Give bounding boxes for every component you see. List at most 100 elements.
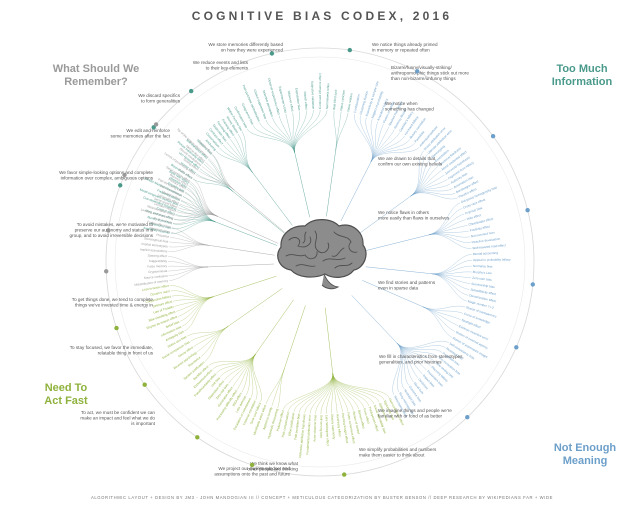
- bias-label: Stereotypical bias: [144, 236, 169, 243]
- bias-branch: [181, 200, 218, 217]
- quadrant-label: Not Enough Meaning: [554, 442, 617, 467]
- bias-branch: [370, 146, 420, 163]
- statement-dot: [415, 69, 420, 74]
- bias-label: Conjunction fallacy: [145, 294, 172, 304]
- category-statement: We edit and reinforce some memories after…: [111, 128, 171, 139]
- bias-label: Peltzman effect: [276, 410, 285, 432]
- outer-ring: [105, 47, 535, 477]
- bias-label: Murphy's Law: [473, 270, 493, 275]
- bias-branch: [431, 265, 472, 275]
- bias-branch: [410, 192, 458, 200]
- statement-trunk: [364, 234, 429, 252]
- bias-branch: [365, 117, 374, 163]
- bias-branch: [187, 326, 229, 337]
- bias-branch: [431, 273, 467, 302]
- bias-branch: [198, 170, 235, 191]
- bias-branch: [180, 296, 214, 322]
- bias-label: Appeal to probability fallacy: [473, 258, 511, 262]
- bias-branch: [277, 368, 285, 409]
- bias-branch: [237, 133, 253, 173]
- brain-icon: [277, 219, 367, 290]
- bias-label: Naive cynicism: [339, 89, 346, 110]
- category-statement: Bizarre/funny/visually-striking/anthropo…: [391, 65, 469, 81]
- bias-label: Ostrich effect: [303, 91, 309, 110]
- bias-branch: [370, 121, 379, 163]
- bias-branch: [174, 214, 218, 221]
- category-statement: We imagine things and people we're famili…: [378, 408, 452, 419]
- bias-label: Subadditivity effect: [470, 288, 496, 297]
- bias-label: Magic number 7+-2: [467, 299, 494, 310]
- bias-label: Implicit stereotypes: [141, 242, 168, 249]
- bias-label: Clustering illusion: [359, 90, 369, 115]
- bias-branch: [332, 373, 380, 403]
- category-statement: To stay focused, we favor the immediate,…: [70, 345, 154, 356]
- statement-dot: [342, 472, 347, 477]
- bias-branch: [396, 343, 446, 349]
- statement-trunk: [208, 263, 275, 268]
- bias-label: Mental accounting: [473, 251, 499, 256]
- bias-branch: [294, 110, 314, 153]
- bias-branch: [360, 115, 373, 163]
- bias-label: Peak-end rule: [153, 216, 173, 225]
- bias-label: Placebo effect: [458, 187, 478, 199]
- bias-label: Misattribution of memory: [134, 279, 169, 287]
- credits-footer: ALGORITHMIC LAYOUT + DESIGN BY JM3 - JOH…: [91, 495, 553, 500]
- bias-label: Suggestibility: [149, 259, 168, 263]
- statement-trunk: [215, 221, 278, 246]
- statement-dot: [153, 122, 159, 127]
- bias-label: Hard-easy effect: [335, 414, 342, 437]
- bias-branch: [186, 189, 218, 217]
- bias-label: Effort justification: [288, 412, 296, 436]
- bias-label: Confabulation: [353, 94, 361, 114]
- category-statement: We notice when something has changed: [385, 101, 434, 112]
- bias-branch: [219, 147, 253, 173]
- category-statement: We discard specifics to form generalities: [138, 93, 180, 104]
- quadrant-label: What Should We Remember?: [53, 63, 140, 88]
- bias-branch: [333, 110, 337, 152]
- bias-label: Reactive devaluation: [471, 237, 500, 245]
- bias-branch: [335, 111, 342, 152]
- bias-branch: [396, 343, 402, 392]
- bias-branch: [332, 373, 370, 406]
- category-statements: We notice things already primed in memory…: [59, 42, 535, 477]
- category-statement: We are drawn to details that confirm our …: [378, 156, 443, 167]
- bias-branch: [246, 353, 256, 395]
- bias-branch: [396, 343, 439, 358]
- bias-branch: [212, 154, 234, 192]
- category-statement: We favor simple-looking options and comp…: [59, 170, 154, 181]
- statement-dot: [151, 125, 156, 130]
- statement-dot: [118, 183, 123, 188]
- statement-trunk: [234, 189, 285, 233]
- bias-label: Semmelweis reflex: [325, 83, 330, 110]
- bias-branch: [396, 341, 449, 348]
- category-statement: To avoid mistakes, we're motivated to pre…: [70, 222, 154, 238]
- bias-branch: [265, 119, 295, 153]
- bias-label: Positivity effect: [469, 224, 490, 232]
- bias-label: False memory: [147, 264, 167, 269]
- bias-branch: [168, 256, 209, 268]
- statement-dot: [189, 88, 194, 94]
- bias-label: Barnum effect: [357, 409, 366, 429]
- bias-branch: [207, 159, 234, 192]
- statement-trunk: [340, 162, 372, 222]
- bias-label: Modality effect: [161, 190, 181, 202]
- bias-label: Naive realism: [346, 92, 353, 112]
- bias-label: Pareidolia: [414, 130, 426, 143]
- statement-dot: [269, 51, 275, 56]
- bias-label: Unit bias: [210, 376, 221, 388]
- bias-label: Declinism: [417, 377, 429, 390]
- bias-branch: [396, 343, 435, 362]
- statement-trunk: [217, 216, 279, 244]
- category-statement: We notice things already primed in memory…: [372, 42, 438, 53]
- bias-branch: [283, 373, 333, 410]
- branch-lines: [167, 109, 473, 415]
- bias-label: Law of Triviality: [153, 304, 175, 314]
- bias-branch: [428, 233, 471, 243]
- quadrant-label: Need To Act Fast: [44, 382, 88, 407]
- statement-trunk: [351, 295, 398, 344]
- bias-branch: [170, 290, 214, 299]
- bias-branch: [428, 234, 472, 249]
- bias-label: Survivorship bias: [471, 282, 495, 289]
- bias-branch: [184, 296, 214, 332]
